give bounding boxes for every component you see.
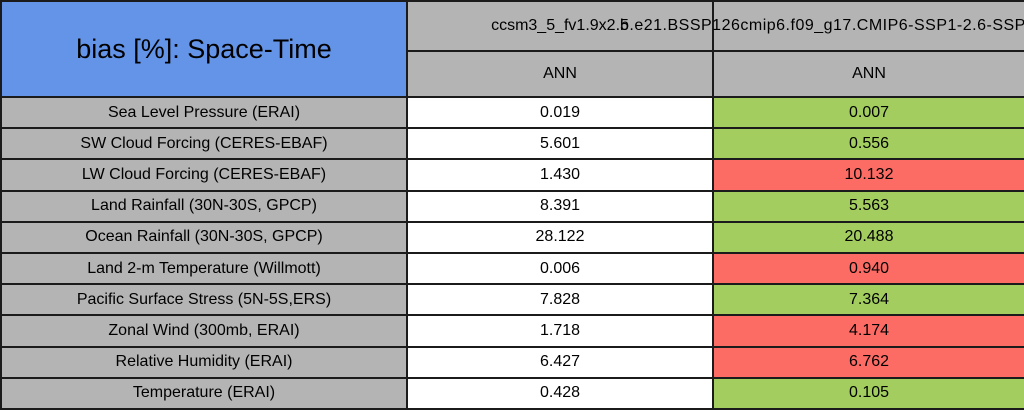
value-cell-model1: 28.122	[408, 222, 714, 254]
row-label: SW Cloud Forcing (CERES-EBAF)	[2, 129, 408, 161]
value-text: 6.762	[848, 353, 890, 371]
model-header-1-label: ccsm3_5_fv1.9x2.5	[491, 17, 629, 34]
row-label-text: SW Cloud Forcing (CERES-EBAF)	[80, 134, 328, 152]
value-text: 0.428	[539, 384, 581, 402]
row-label: Sea Level Pressure (ERAI)	[2, 98, 408, 130]
value-cell-model2: 7.364	[714, 285, 1024, 317]
value-cell-model2: 0.940	[714, 253, 1024, 286]
row-label: Temperature (ERAI)	[2, 378, 408, 410]
season-header-1-label: ANN	[543, 65, 577, 82]
value-cell-model2: 0.007	[714, 98, 1024, 130]
value-cell-model2: 20.488	[714, 222, 1024, 254]
value-cell-model1: 5.601	[408, 129, 714, 161]
value-text: 10.132	[844, 165, 894, 183]
value-text: 8.391	[539, 197, 581, 215]
value-text: 5.563	[848, 197, 890, 215]
row-label: Ocean Rainfall (30N-30S, GPCP)	[2, 222, 408, 254]
row-label: Relative Humidity (ERAI)	[2, 347, 408, 379]
value-cell-model1: 1.430	[408, 160, 714, 192]
row-label-text: Land Rainfall (30N-30S, GPCP)	[91, 197, 317, 215]
season-header-2-label: ANN	[852, 65, 886, 82]
row-label-text: Relative Humidity (ERAI)	[115, 353, 293, 371]
table-title: bias [%]: Space-Time	[76, 33, 332, 64]
row-label-text: Temperature (ERAI)	[132, 384, 276, 402]
model-header-1: ccsm3_5_fv1.9x2.5	[408, 2, 714, 52]
value-text: 0.019	[539, 103, 581, 121]
model-header-2-label: b.e21.BSSP126cmip6.f09_g17.CMIP6-SSP1-2.…	[620, 17, 1024, 34]
row-label: Land Rainfall (30N-30S, GPCP)	[2, 191, 408, 223]
row-label-text: Ocean Rainfall (30N-30S, GPCP)	[85, 228, 323, 246]
row-label: Pacific Surface Stress (5N-5S,ERS)	[2, 285, 408, 317]
value-cell-model1: 0.019	[408, 98, 714, 130]
season-header-1: ANN	[408, 52, 714, 98]
row-label: Zonal Wind (300mb, ERAI)	[2, 316, 408, 348]
row-label: LW Cloud Forcing (CERES-EBAF)	[2, 160, 408, 192]
value-text: 0.105	[848, 384, 890, 402]
row-label-text: Pacific Surface Stress (5N-5S,ERS)	[76, 290, 332, 308]
row-label-text: Sea Level Pressure (ERAI)	[107, 103, 301, 121]
model-header-2: b.e21.BSSP126cmip6.f09_g17.CMIP6-SSP1-2.…	[620, 2, 1024, 52]
value-text: 0.556	[848, 134, 890, 152]
value-text: 0.007	[848, 103, 890, 121]
value-cell-model2: 6.762	[714, 347, 1024, 379]
value-cell-model1: 0.006	[408, 253, 714, 286]
value-cell-model1: 7.828	[408, 285, 714, 317]
value-text: 20.488	[844, 228, 894, 246]
value-text: 7.364	[848, 290, 890, 308]
value-cell-model2: 0.105	[714, 378, 1024, 410]
value-cell-model1: 6.427	[408, 347, 714, 379]
value-cell-model1: 0.428	[408, 378, 714, 410]
value-text: 0.006	[539, 259, 581, 277]
value-text: 1.718	[539, 321, 581, 339]
row-label: Land 2-m Temperature (Willmott)	[2, 253, 408, 286]
value-text: 1.430	[539, 165, 581, 183]
value-text: 6.427	[539, 353, 581, 371]
value-text: 4.174	[848, 321, 890, 339]
value-text: 5.601	[539, 134, 581, 152]
row-label-text: Land 2-m Temperature (Willmott)	[87, 259, 321, 277]
value-cell-model2: 5.563	[714, 191, 1024, 223]
value-cell-model1: 8.391	[408, 191, 714, 223]
row-label-text: LW Cloud Forcing (CERES-EBAF)	[81, 165, 327, 183]
value-text: 0.940	[848, 259, 890, 277]
value-text: 28.122	[535, 228, 585, 246]
value-cell-model2: 10.132	[714, 160, 1024, 192]
value-cell-model2: 0.556	[714, 129, 1024, 161]
season-header-2: ANN	[714, 52, 1024, 98]
row-label-text: Zonal Wind (300mb, ERAI)	[108, 321, 300, 339]
table-title-cell: bias [%]: Space-Time	[2, 2, 408, 98]
value-cell-model1: 1.718	[408, 316, 714, 348]
value-cell-model2: 4.174	[714, 316, 1024, 348]
value-text: 7.828	[539, 290, 581, 308]
